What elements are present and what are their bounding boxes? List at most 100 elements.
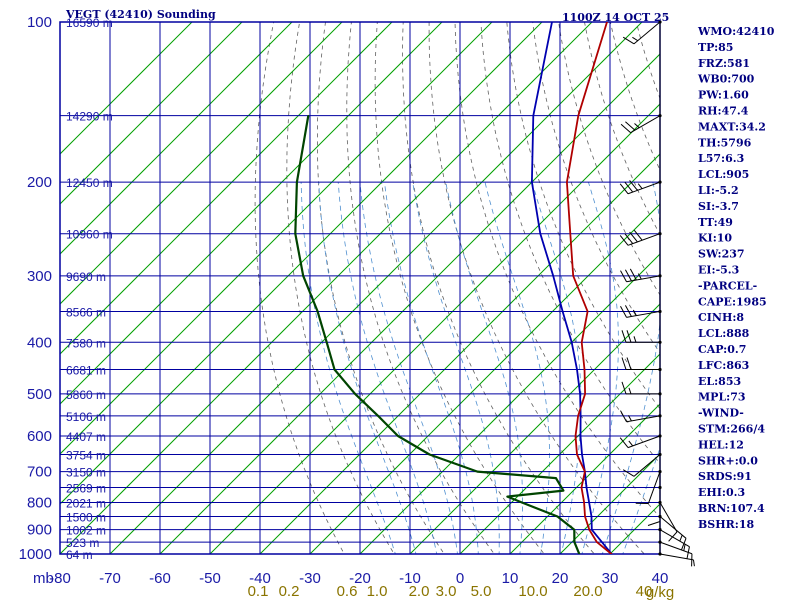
dewpoint-line-point [556,515,559,518]
temp-tick-label: -10 [399,570,421,587]
stats-panel: WMO:42410 TP:85 FRZ:581 WB0:700 PW:1.60 RH:47… [697,25,775,531]
wind-barb-staff [626,275,661,283]
wind-barb-flag [626,330,632,343]
wind-barb-staff [659,541,693,555]
height-label: 3150 m [66,466,106,480]
pressure-tick-label: 600 [27,428,52,445]
stat-item: MAXT:34.2 [698,120,766,133]
wind-barb-flag [632,36,639,42]
wind-barb-flag [619,235,629,246]
pressure-tick-label: 700 [27,464,52,481]
mixing-ratio-label: 20.0 [573,583,602,600]
wind-barb-staff [627,233,661,246]
wind-barb-flag [621,330,627,343]
wind-barb [619,229,662,246]
height-label: 523 m [66,536,99,550]
moist-adiabat [359,182,458,554]
stat-item: TT:49 [698,216,733,229]
dewpoint-line-point [397,435,399,437]
wind-barb-staff [627,435,661,449]
wind-barb-base [658,232,662,236]
wind-barb-staff [626,415,661,423]
wind-barb-base [658,114,662,118]
wind-barb [620,410,662,423]
wind-barb-staff [627,181,661,195]
pressure-tick-label: 1000 [19,546,52,563]
wind-barb-flag [622,36,635,45]
wind-barb-flag [629,180,638,191]
parcel-line-point [552,275,554,277]
parcel-line [531,22,613,554]
temp-tick-label: -60 [149,570,171,587]
wind-barb [658,500,678,542]
mixing-ratio-label: 1.0 [367,583,388,600]
temperature-line-point [577,114,580,117]
wind-barb-flag [686,546,690,560]
dewpoint-line-point [506,495,509,498]
wind-barb-flag [624,233,634,244]
wind-barb-flag [637,183,643,189]
temperature-line-point [576,453,578,456]
parcel-line-point [570,341,573,344]
height-label: 14290 m [66,110,113,124]
stat-item: HEL:12 [698,438,744,451]
temperature-line-point [586,310,589,313]
wind-barb [619,434,662,449]
pressure-tick-label: 900 [27,522,52,539]
stat-item: EI:-5.3 [698,264,739,277]
dry-adiabat [254,22,345,554]
temp-tick-label: -40 [249,570,271,587]
temperature-line-point [606,22,608,23]
temperature-line-point [583,368,586,371]
trace-layer [294,22,613,554]
pressure-tick-label: 500 [27,386,52,403]
wind-barb [620,268,662,283]
mixing-ratio-label: 0.2 [279,583,300,600]
wind-barb-staff [633,454,661,477]
dewpoint-line-point [307,114,310,117]
mixing-ratio-label: 3.0 [436,583,457,600]
stat-item: LFC:863 [698,359,749,372]
height-label: 7580 m [66,336,106,350]
temp-tick-label: -80 [49,570,71,587]
wind-barb-flag [620,123,631,134]
wind-barb-flag [627,415,632,422]
wind-barb-staff [633,21,661,45]
mixing-unit-label: g/kg [646,584,674,600]
dewpoint-line-point [302,275,304,277]
wind-barb [658,540,693,567]
parcel-line-point [579,415,582,417]
wind-barb-base [658,180,662,184]
wind-barb [635,469,662,505]
temp-tick-label: 40 [652,570,669,587]
height-label: 2569 m [66,482,106,496]
wind-barb-staff [659,516,687,539]
stat-item: WMO:42410 [697,25,775,38]
wind-barb-flag [625,121,636,131]
dry-adiabat [346,22,495,554]
mixing-ratio-label: 0.1 [248,583,269,600]
wind-barb-flag [619,183,629,195]
wind-barb-base [658,552,662,556]
stat-item: KI:10 [698,232,732,245]
mixing-ratio-label: 0.6 [337,583,358,600]
wind-barb-flag [632,309,637,316]
height-label: 6681 m [66,364,106,378]
temp-tick-label: -20 [349,570,371,587]
dewpoint-line [294,115,581,554]
wind-barb-flag [692,559,695,567]
parcel-line-point [581,453,583,456]
temperature-line-point [588,528,591,531]
moist-adiabat [531,181,582,554]
dry-adiabat [761,10,800,565]
wind-barb-staff [647,471,661,504]
wind-barb-base [658,452,662,457]
height-label: 3754 m [66,448,106,462]
stat-item: L57:6.3 [698,152,744,165]
wind-barb [622,20,662,45]
pressure-tick-label: 300 [27,268,52,285]
wind-barb-base [658,485,662,490]
dry-adiabat [286,22,395,554]
temp-tick-label: -30 [299,570,321,587]
temperature-line-point [580,341,583,344]
